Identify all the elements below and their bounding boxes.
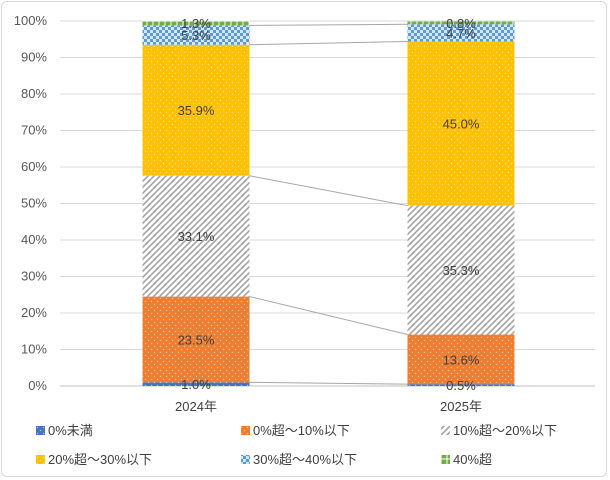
y-tick-label: 0% — [28, 378, 47, 393]
bars — [142, 20, 515, 386]
bar-segment — [407, 24, 515, 42]
legend-item: 0%超～10%以下 — [241, 423, 350, 438]
legend-item: 0%未満 — [36, 423, 93, 438]
bar-segment — [142, 25, 250, 45]
legend-swatch — [36, 455, 45, 464]
legend-swatch — [441, 426, 450, 435]
legend-swatch — [36, 426, 45, 435]
legend-label: 40%超 — [453, 452, 492, 467]
data-label: 1.3% — [181, 16, 211, 31]
y-tick-label: 50% — [21, 196, 47, 211]
legend-swatch — [441, 455, 450, 464]
y-tick-label: 100% — [14, 13, 48, 28]
gridlines — [60, 20, 595, 387]
x-tick-label: 2025年 — [440, 399, 482, 414]
y-tick-label: 60% — [21, 159, 47, 174]
bar-segment — [407, 41, 515, 206]
data-label: 0.5% — [446, 378, 476, 393]
legend-item: 30%超～40%以下 — [241, 452, 357, 467]
legend-label: 20%超～30%以下 — [48, 452, 152, 467]
legend-label: 10%超～20%以下 — [453, 423, 557, 438]
series-line — [249, 381, 408, 385]
bar-segment — [142, 20, 250, 26]
data-label: 23.5% — [178, 332, 215, 347]
y-tick-label: 90% — [21, 50, 47, 65]
bar-segment — [407, 334, 515, 385]
legend-swatch — [241, 455, 250, 464]
legend-item: 20%超～30%以下 — [36, 452, 152, 467]
y-tick-label: 30% — [21, 269, 47, 284]
legend-item: 10%超～20%以下 — [441, 423, 557, 438]
legend-label: 30%超～40%以下 — [253, 452, 357, 467]
data-label: 5.3% — [181, 28, 211, 43]
y-tick-label: 20% — [21, 305, 47, 320]
bar-segment — [142, 44, 250, 176]
bar-segment — [142, 382, 250, 386]
series-line — [249, 40, 408, 46]
legend-item: 40%超 — [441, 452, 492, 467]
series-line — [249, 296, 408, 336]
legend-swatch — [241, 426, 250, 435]
series-line — [249, 23, 408, 26]
data-labels: 1.0% 23.5% 33.1% 35.9% 5.3%1.3% 0.5% 13.6% 35.3… — [178, 16, 480, 393]
bar-segment — [407, 205, 515, 335]
bar-segment — [407, 21, 515, 25]
legend-label: 0%未満 — [48, 423, 93, 438]
bar-segment — [142, 296, 250, 383]
x-axis: 2024年 2025年 — [175, 399, 482, 414]
data-label: 13.6% — [443, 352, 480, 367]
legend: 0%未満 0%超～10%以下 10%超～20%以下 20%超～30%以下 30%超～40… — [36, 423, 557, 467]
data-label: 35.9% — [178, 103, 215, 118]
bar-segment — [142, 175, 250, 297]
data-label: 1.0% — [181, 377, 211, 392]
series-line — [249, 175, 408, 207]
data-label: 4.7% — [446, 26, 476, 41]
bar-segment — [407, 384, 515, 386]
data-label: 45.0% — [443, 117, 480, 132]
data-label: 33.1% — [178, 229, 215, 244]
legend-label: 0%超～10%以下 — [253, 423, 350, 438]
y-tick-label: 80% — [21, 86, 47, 101]
data-label: 35.3% — [443, 263, 480, 278]
y-axis: 0% 10% 20% 30% 40% 50% 60% 70% 80% 90% 100% — [14, 13, 595, 393]
y-tick-label: 40% — [21, 232, 47, 247]
series-lines — [249, 23, 408, 385]
y-tick-label: 70% — [21, 123, 47, 138]
data-label: 0.8% — [446, 16, 476, 31]
x-tick-label: 2024年 — [175, 399, 217, 414]
y-tick-label: 10% — [21, 342, 47, 357]
